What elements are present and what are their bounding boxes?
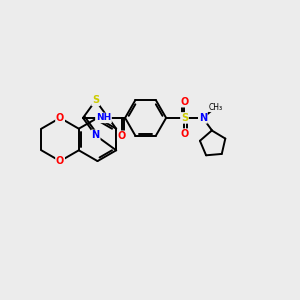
Text: N: N [92, 130, 100, 140]
Text: CH₃: CH₃ [209, 103, 223, 112]
Text: O: O [56, 156, 64, 166]
Text: O: O [180, 129, 189, 139]
Text: O: O [56, 113, 64, 123]
Text: N: N [199, 113, 207, 123]
Text: O: O [118, 131, 126, 141]
Text: S: S [181, 113, 188, 123]
Text: S: S [92, 95, 99, 105]
Text: O: O [180, 97, 189, 107]
Text: NH: NH [96, 113, 111, 122]
